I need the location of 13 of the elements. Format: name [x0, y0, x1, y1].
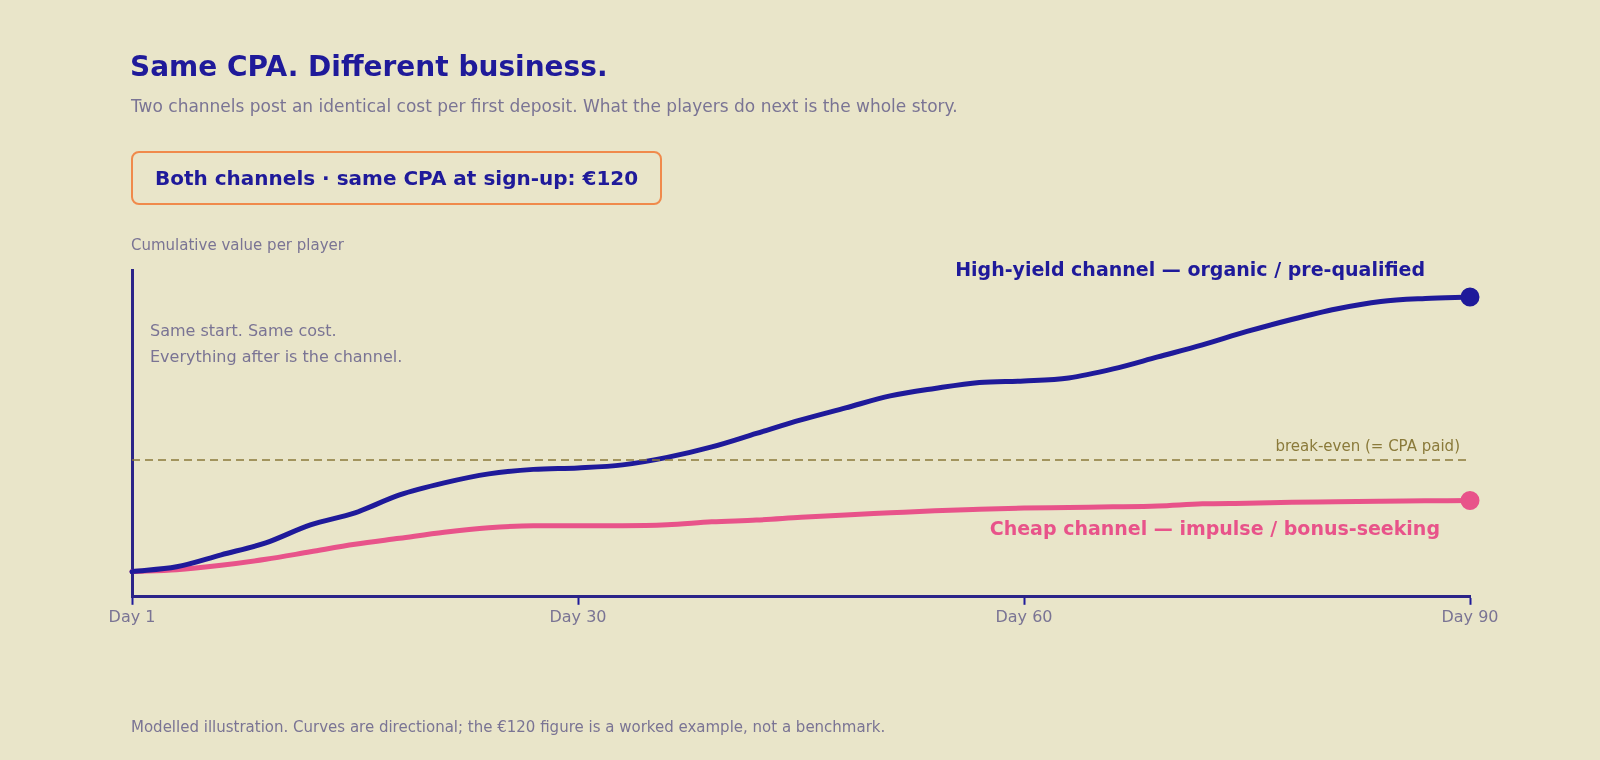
text: Modelled illustration. Curves are directional; the €120 figure is a worked example, not a benchmark. — [131, 718, 886, 736]
x-tick-label: Day 60 — [995, 606, 1053, 626]
ref-line-label: break-even (= CPA paid) — [1275, 437, 1460, 456]
text: Both channels · same CPA at sign-up: €120 — [131, 151, 663, 205]
x-tick-label: Day 30 — [549, 606, 607, 626]
x-tick-label: Day 1 — [108, 606, 156, 626]
chart-subtitle: Two channels post an identical cost per first deposit. What the players do next is the whole story. — [131, 96, 958, 116]
series-label: High-yield channel — organic / pre-qualified — [955, 258, 1425, 281]
y-axis-title: Cumulative value per player — [131, 236, 344, 254]
x-tick-label: Day 90 — [1441, 606, 1499, 626]
chart-title: Same CPA. Different business. — [130, 50, 608, 83]
annotation: Same start. Same cost. Everything after is the channel. — [150, 320, 403, 368]
series-label: Cheap channel — impulse / bonus-seeking — [989, 517, 1440, 539]
